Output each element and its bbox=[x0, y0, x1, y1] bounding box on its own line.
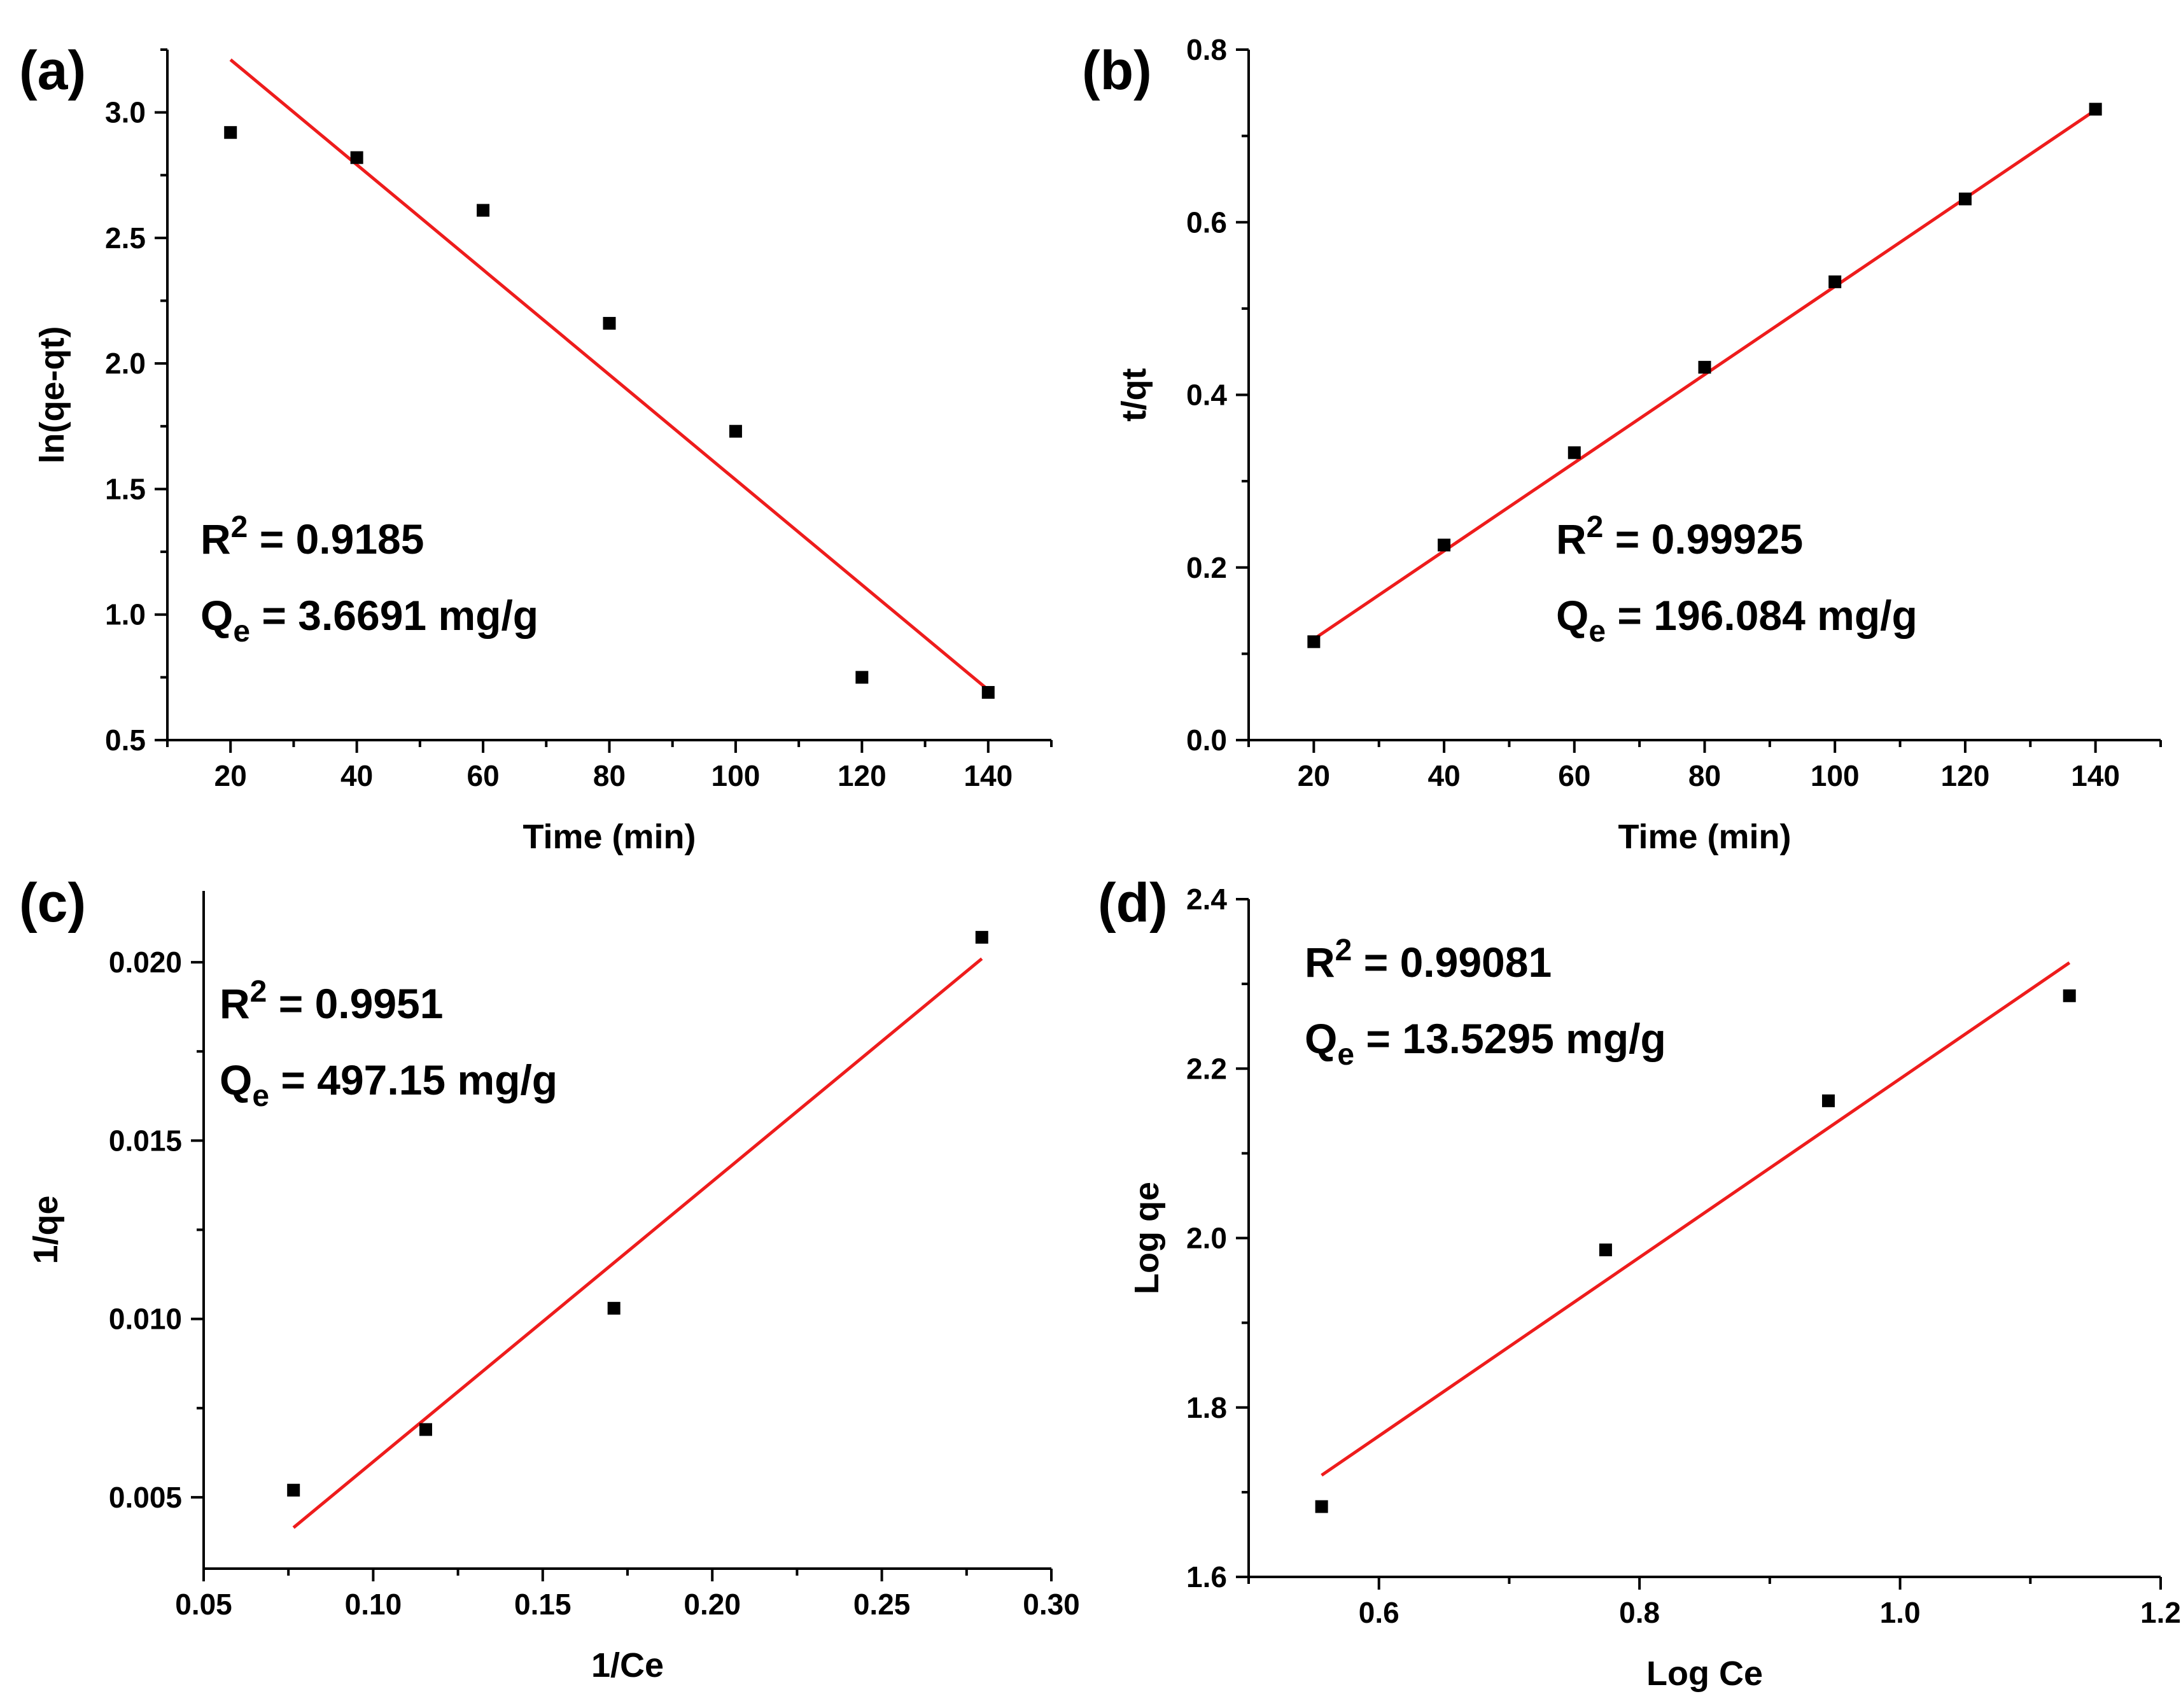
y-tick-label: 0.4 bbox=[1186, 379, 1227, 412]
x-tick-label: 1.2 bbox=[2140, 1596, 2181, 1629]
y-tick-label: 1.8 bbox=[1186, 1391, 1227, 1424]
x-tick-label: 120 bbox=[1941, 759, 1990, 792]
chart-panel-d: (d) 0.6 0.8 1.0 1.2 1.6 1.8 2.0 2.2 2.4 Log Ce Log … bbox=[1098, 872, 2181, 1693]
y-tick-label: 1.6 bbox=[1186, 1560, 1227, 1593]
x-axis-title: Log Ce bbox=[1646, 1655, 1763, 1693]
panel-label: (c) bbox=[19, 872, 86, 934]
y-tick-label: 2.4 bbox=[1186, 883, 1227, 916]
y-tick-label: 0.0 bbox=[1186, 724, 1227, 757]
x-tick-label: 0.15 bbox=[514, 1588, 572, 1621]
x-tick-label: 140 bbox=[964, 759, 1013, 792]
qe-annotation: Qe = 13.5295 mg/g bbox=[1305, 1015, 1666, 1072]
x-tick-label: 60 bbox=[1558, 759, 1590, 792]
y-tick-label: 0.6 bbox=[1186, 206, 1227, 239]
x-tick-label: 0.6 bbox=[1359, 1596, 1399, 1629]
data-point bbox=[1567, 446, 1581, 459]
x-tick-label: 120 bbox=[838, 759, 887, 792]
y-tick-label: 2.2 bbox=[1186, 1052, 1227, 1085]
data-point bbox=[350, 151, 363, 164]
chart-panel-b: (b) 20 40 60 80 100 120 140 0.0 0.2 0.4 0.6 0.8 Time … bbox=[1082, 33, 2162, 856]
y-tick-label: 3.0 bbox=[105, 96, 146, 129]
y-axis-title: Log qe bbox=[1128, 1182, 1166, 1294]
y-axis-title: t/qt bbox=[1115, 368, 1153, 422]
x-tick-label: 60 bbox=[466, 759, 499, 792]
y-tick-label: 0.8 bbox=[1186, 33, 1227, 66]
x-tick-label: 1.0 bbox=[1880, 1596, 1921, 1629]
x-tick-label: 20 bbox=[1298, 759, 1330, 792]
chart-panel-a: (a) 20 40 60 80 100 120 140 0.5 1.0 1.5 2.0 2.5 3.0 Ti… bbox=[19, 40, 1053, 856]
y-tick-label: 0.5 bbox=[105, 724, 146, 757]
x-tick-label: 0.10 bbox=[345, 1588, 402, 1621]
y-tick-label: 0.005 bbox=[109, 1481, 182, 1514]
panel-label: (a) bbox=[19, 40, 86, 101]
x-tick-label: 0.25 bbox=[853, 1588, 911, 1621]
data-point bbox=[603, 317, 616, 330]
qe-annotation: Qe = 3.6691 mg/g bbox=[200, 592, 538, 648]
fit-line bbox=[1321, 961, 2071, 1477]
x-tick-label: 20 bbox=[214, 759, 247, 792]
data-point bbox=[419, 1423, 432, 1436]
data-point bbox=[1307, 635, 1321, 648]
r-squared-annotation: R2 = 0.9951 bbox=[220, 975, 443, 1027]
panel-label: (d) bbox=[1098, 872, 1168, 934]
data-point bbox=[855, 671, 869, 684]
x-tick-label: 80 bbox=[1688, 759, 1721, 792]
data-point bbox=[1828, 275, 1842, 288]
x-axis-title: Time (min) bbox=[1618, 818, 1791, 856]
data-point bbox=[1958, 192, 1972, 206]
y-tick-label: 0.010 bbox=[109, 1303, 182, 1336]
y-tick-label: 0.015 bbox=[109, 1124, 182, 1157]
x-tick-label: 80 bbox=[593, 759, 626, 792]
r-squared-annotation: R2 = 0.99925 bbox=[1556, 510, 1803, 563]
y-axis-title: 1/qe bbox=[27, 1195, 65, 1264]
data-point bbox=[975, 930, 988, 944]
data-point bbox=[1438, 538, 1451, 552]
data-point bbox=[607, 1301, 621, 1315]
y-tick-label: 1.0 bbox=[105, 598, 146, 631]
chart-panel-c: (c) 0.05 0.10 0.15 0.20 0.25 0.30 0.005 0.010 0.0… bbox=[19, 872, 1080, 1684]
y-tick-label: 2.0 bbox=[1186, 1222, 1227, 1255]
x-tick-label: 40 bbox=[1427, 759, 1460, 792]
x-tick-label: 0.8 bbox=[1619, 1596, 1660, 1629]
data-point bbox=[477, 204, 490, 217]
fit-line bbox=[229, 58, 990, 692]
x-tick-label: 40 bbox=[340, 759, 373, 792]
r-squared-annotation: R2 = 0.9185 bbox=[200, 510, 424, 563]
x-tick-label: 0.20 bbox=[684, 1588, 741, 1621]
fit-line bbox=[292, 957, 983, 1529]
x-tick-label: 100 bbox=[1811, 759, 1860, 792]
data-point bbox=[1315, 1500, 1328, 1513]
data-point bbox=[2089, 102, 2102, 116]
y-tick-label: 0.020 bbox=[109, 946, 182, 979]
data-point bbox=[224, 126, 237, 139]
x-tick-label: 140 bbox=[2071, 759, 2120, 792]
panel-label: (b) bbox=[1082, 40, 1152, 101]
y-axis-title: ln(qe-qt) bbox=[33, 326, 71, 464]
data-point bbox=[1599, 1243, 1612, 1257]
y-tick-label: 0.2 bbox=[1186, 551, 1227, 584]
y-tick-label: 2.0 bbox=[105, 347, 146, 380]
y-tick-label: 2.5 bbox=[105, 221, 146, 255]
r-squared-annotation: R2 = 0.99081 bbox=[1305, 934, 1552, 986]
data-point bbox=[729, 424, 742, 438]
data-point bbox=[1821, 1094, 1835, 1107]
x-tick-label: 100 bbox=[712, 759, 761, 792]
qe-annotation: Qe = 497.15 mg/g bbox=[220, 1056, 558, 1113]
data-point bbox=[1698, 361, 1711, 374]
x-tick-label: 0.05 bbox=[175, 1588, 232, 1621]
data-point bbox=[981, 686, 995, 699]
x-axis-title: Time (min) bbox=[522, 818, 696, 856]
data-point bbox=[287, 1483, 300, 1497]
x-tick-label: 0.30 bbox=[1023, 1588, 1080, 1621]
y-tick-label: 1.5 bbox=[105, 472, 146, 505]
qe-annotation: Qe = 196.084 mg/g bbox=[1556, 592, 1918, 648]
x-axis-title: 1/Ce bbox=[591, 1646, 664, 1684]
data-point bbox=[2063, 989, 2076, 1002]
